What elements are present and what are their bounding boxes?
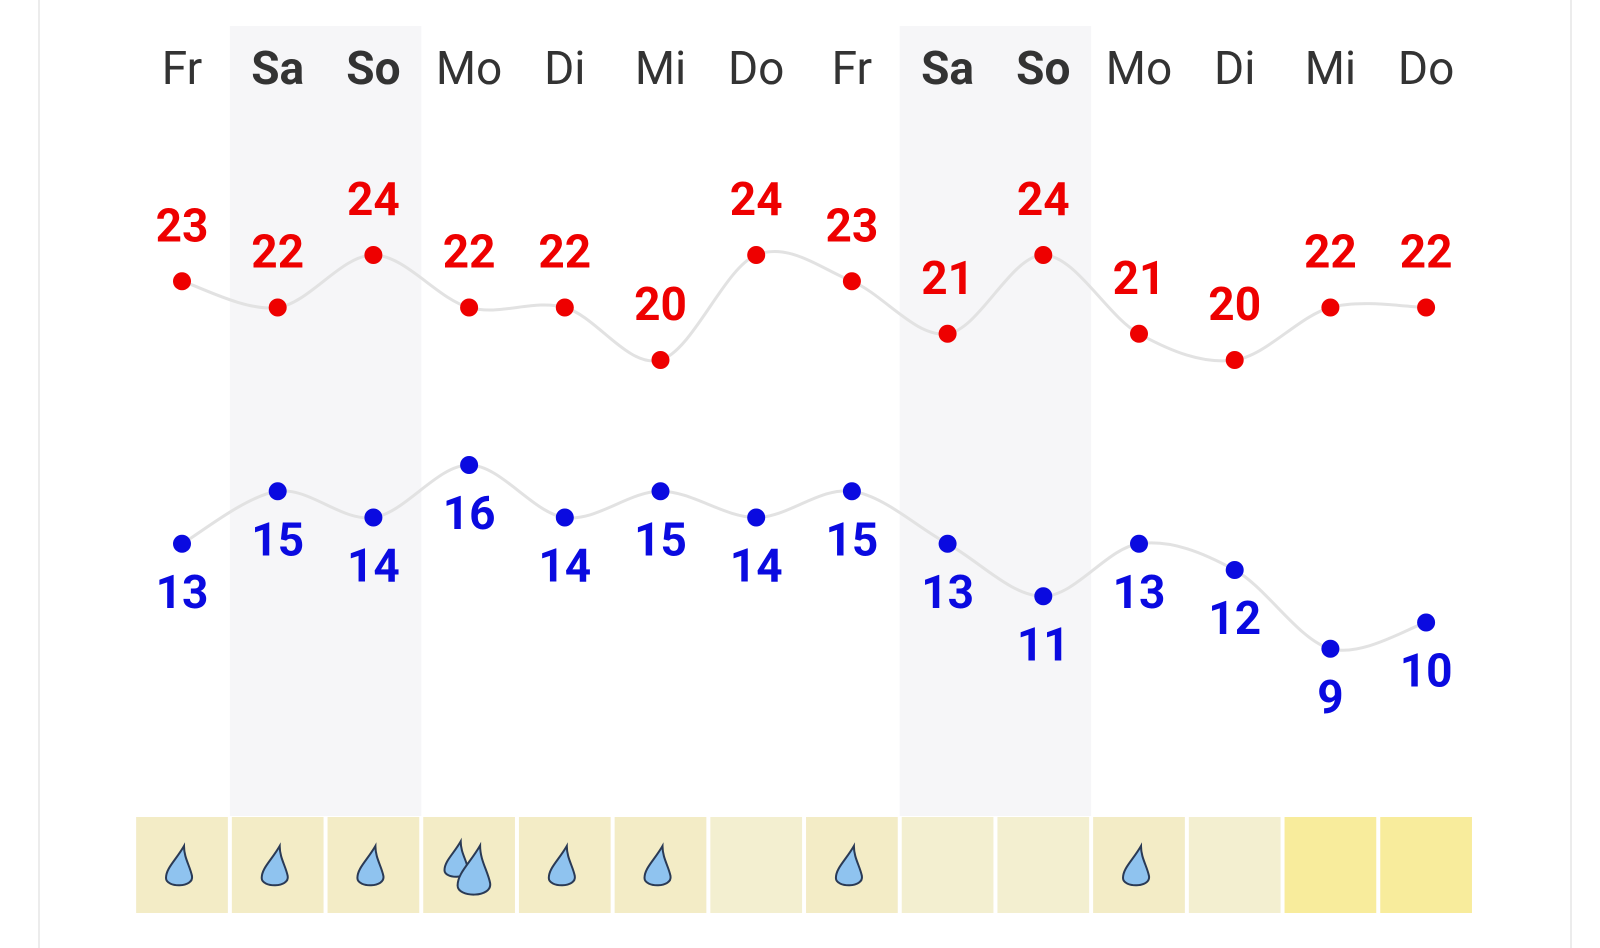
temperature-label: 24	[730, 173, 783, 227]
rain-drop	[1121, 842, 1150, 887]
temperature-point	[1034, 246, 1053, 264]
temperature-point	[842, 272, 861, 291]
temperature-label: 14	[730, 540, 783, 594]
temperature-label: 13	[921, 566, 974, 620]
temperature-point	[555, 508, 574, 527]
day-label: Mo	[1106, 42, 1172, 96]
temperature-point	[268, 298, 287, 317]
temperature-point	[842, 482, 861, 501]
temperature-label: 21	[1113, 252, 1166, 306]
temperature-point	[651, 482, 670, 501]
temperature-label: 22	[1400, 226, 1453, 280]
day-label: Sa	[921, 42, 974, 96]
temperature-label: 22	[251, 226, 304, 280]
temperature-label: 20	[1208, 278, 1261, 332]
day-label: Sa	[251, 42, 304, 96]
temperature-label: 24	[347, 173, 400, 227]
day-label: Di	[1214, 42, 1255, 96]
rain-drop	[834, 842, 863, 887]
rain-drop	[643, 842, 672, 887]
temperature-line	[181, 249, 1427, 363]
temperature-label: 22	[538, 226, 591, 280]
day-label: Mi	[1305, 42, 1356, 96]
temperature-point	[651, 351, 670, 369]
day-label: Di	[544, 42, 585, 96]
temperature-point	[1225, 561, 1244, 579]
temperature-point	[364, 246, 383, 264]
day-label: Mi	[635, 42, 686, 96]
temperature-point	[173, 272, 191, 291]
day-label: So	[1016, 42, 1070, 96]
temperature-point	[747, 246, 766, 264]
temperature-label: 14	[347, 540, 400, 594]
temperature-label: 24	[1017, 173, 1070, 227]
rain-drop	[547, 842, 576, 887]
temperature-point	[1417, 298, 1436, 317]
day-label: Fr	[162, 42, 202, 96]
temperature-label: 15	[251, 513, 304, 567]
temperature-point	[1130, 324, 1148, 343]
temperature-label: 23	[156, 199, 209, 253]
temperature-label: 13	[156, 566, 209, 620]
temperature-point	[1321, 298, 1340, 317]
weekend-band	[229, 26, 326, 816]
precip-box	[901, 817, 994, 913]
temperature-label: 15	[826, 513, 879, 567]
temperature-point	[460, 456, 479, 474]
temperature-point	[364, 508, 383, 527]
day-label: Fr	[832, 42, 872, 96]
temperature-label: 13	[1113, 566, 1166, 620]
weekend-band	[325, 26, 422, 816]
day-label: So	[346, 42, 400, 96]
precip-box	[710, 817, 803, 913]
rain-drop	[260, 842, 289, 887]
rain-drop	[356, 842, 385, 887]
temperature-point	[1417, 613, 1436, 632]
rain-drop	[164, 842, 193, 887]
temperature-point	[1130, 534, 1148, 553]
temperature-label: 16	[443, 487, 496, 541]
temperature-label: 22	[1304, 226, 1357, 280]
temperature-label: 11	[1017, 618, 1070, 672]
precip-box	[1284, 817, 1377, 913]
temperature-point	[460, 298, 479, 317]
temperature-point	[1321, 639, 1340, 658]
day-label: Mo	[436, 42, 502, 96]
temperature-label: 23	[826, 199, 879, 253]
temperature-label: 14	[538, 540, 591, 594]
precip-box	[1188, 817, 1281, 913]
temperature-label: 22	[443, 226, 496, 280]
temperature-point	[938, 534, 957, 553]
temperature-point	[1034, 587, 1053, 606]
temperature-label: 21	[921, 252, 974, 306]
weekend-band	[899, 26, 996, 816]
temperature-label: 10	[1400, 645, 1453, 699]
precip-box	[997, 817, 1090, 913]
day-label: Do	[728, 42, 784, 96]
temperature-point	[747, 508, 766, 527]
temperature-point	[268, 482, 287, 501]
weekend-band	[995, 26, 1092, 816]
day-label: Do	[1398, 42, 1454, 96]
precip-box	[1380, 817, 1472, 913]
temperature-point	[1225, 351, 1244, 369]
temperature-label: 15	[634, 513, 687, 567]
temperature-label: 20	[634, 278, 687, 332]
rain-drop	[443, 837, 469, 878]
rain-drop	[456, 841, 492, 896]
temperature-label: 9	[1317, 671, 1343, 725]
temperature-point	[555, 298, 574, 317]
temperature-label: 12	[1208, 592, 1261, 646]
temperature-point	[173, 534, 191, 553]
temperature-point	[938, 324, 957, 343]
